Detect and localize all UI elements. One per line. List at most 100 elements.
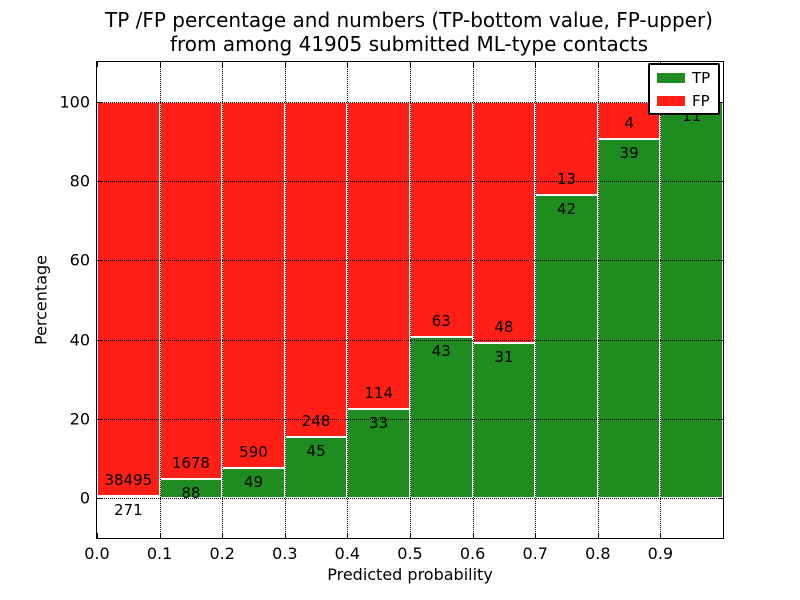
bar-segment-fp (222, 101, 285, 468)
x-tick-mark (410, 62, 411, 67)
y-axis-tick-label: 40 (69, 330, 90, 350)
bar-segment-tp (660, 101, 723, 499)
fp-count-label: 13 (556, 170, 577, 189)
chart-title-line2: from among 41905 submitted ML-type conta… (169, 32, 649, 56)
x-axis-tick-label: 0.1 (146, 544, 173, 563)
x-axis-label: Predicted probability (327, 565, 493, 584)
plot-area: 38495 271 1678 88 590 49 248 45 114 33 63 43 48 31 13 4… (32, 61, 724, 584)
tp-count-label: 49 (243, 472, 264, 491)
bar-segment-fp (97, 101, 160, 496)
y-axis-tick-label: 80 (69, 171, 90, 191)
fp-count-label: 63 (431, 312, 451, 331)
legend-label-fp: FP (692, 92, 710, 110)
y-tick-mark (718, 260, 723, 262)
y-tick-mark (718, 419, 723, 420)
tp-count-label: 33 (369, 414, 389, 433)
tp-count-label: 88 (181, 483, 201, 502)
v-gridline (660, 62, 662, 538)
fp-count-label: 248 (301, 412, 331, 431)
v-gridline (159, 62, 161, 538)
fp-count-label: 1678 (171, 453, 210, 472)
y-tick-mark (97, 339, 102, 341)
x-axis-tick-label: 0.5 (397, 544, 423, 563)
x-tick-mark (597, 533, 599, 538)
bar-segment-tp (597, 138, 661, 499)
y-tick-mark (718, 181, 723, 182)
y-tick-mark (97, 260, 102, 262)
v-gridline (597, 62, 599, 538)
x-tick-mark (222, 533, 224, 538)
legend-entry-fp: FP (657, 93, 711, 109)
x-axis-tick-label: 0.8 (585, 544, 611, 563)
bar-segment-tp (535, 195, 598, 499)
y-axis-label: Percentage (31, 254, 51, 346)
y-axis-tick-label: 0 (79, 488, 90, 508)
y-axis-tick-label: 60 (69, 250, 90, 270)
bar-segment-tp (472, 342, 536, 499)
legend-swatch-tp-icon (657, 73, 685, 83)
v-gridline (222, 62, 224, 538)
x-tick-mark (535, 62, 537, 67)
x-axis-tick-label: 0.3 (272, 544, 298, 563)
fp-count-label: 38495 (104, 470, 153, 489)
bar-segment-tp (97, 495, 160, 499)
tp-count-label: 45 (306, 442, 326, 461)
fp-count-label: 590 (239, 442, 268, 461)
x-tick-mark (472, 62, 474, 67)
tp-count-label: 42 (556, 200, 577, 219)
tp-count-label: 31 (494, 347, 514, 366)
x-tick-mark (284, 62, 286, 67)
v-gridline (347, 62, 349, 538)
y-tick-mark (97, 498, 102, 500)
bar-segment-fp (410, 101, 473, 338)
y-tick-mark (97, 181, 102, 182)
bar-segment-fp (472, 101, 536, 343)
x-axis-tick-label: 0.9 (647, 544, 674, 563)
v-gridline (472, 62, 474, 538)
x-axis-tick-label: 0.4 (334, 544, 361, 563)
tp-count-label: 39 (619, 143, 639, 162)
v-gridline (284, 62, 286, 538)
v-gridline (535, 62, 537, 538)
x-tick-mark (222, 62, 224, 67)
x-tick-mark (97, 533, 98, 538)
x-tick-mark (660, 533, 662, 538)
x-tick-mark (597, 62, 599, 67)
tp-count-label: 43 (431, 342, 451, 361)
chart-title: TP /FP percentage and numbers (TP-bottom… (96, 8, 722, 56)
bar-segment-tp (410, 337, 473, 499)
y-tick-mark (718, 498, 723, 500)
bar-segment-fp (284, 101, 348, 438)
y-axis-tick-label: 20 (69, 409, 90, 429)
x-tick-mark (347, 533, 349, 538)
x-tick-mark (159, 62, 161, 67)
x-tick-mark (410, 533, 411, 538)
y-tick-mark (718, 101, 723, 103)
x-axis-tick-label: 0.6 (459, 544, 486, 563)
chart-title-line1: TP /FP percentage and numbers (TP-bottom… (105, 8, 713, 32)
x-axis-tick-label: 0.2 (209, 544, 235, 563)
v-gridline (410, 62, 411, 538)
tp-count-label: 271 (113, 500, 143, 519)
x-tick-mark (535, 533, 537, 538)
x-tick-mark (347, 62, 349, 67)
x-tick-mark (472, 533, 474, 538)
y-axis-tick-label: 100 (59, 92, 90, 112)
bar-segment-fp (159, 101, 223, 479)
fp-count-label: 114 (364, 384, 394, 403)
x-axis-tick-label: 0.7 (522, 544, 548, 563)
legend-label-tp: TP (692, 69, 711, 87)
x-tick-mark (284, 533, 286, 538)
bar-segment-fp (347, 101, 410, 410)
x-axis-tick-label: 0.0 (84, 544, 110, 563)
legend: TP FP (648, 63, 720, 115)
y-tick-mark (97, 419, 102, 420)
y-tick-mark (97, 101, 102, 103)
y-tick-mark (718, 339, 723, 341)
fp-count-label: 48 (494, 317, 514, 336)
fp-count-label: 4 (624, 113, 634, 132)
legend-swatch-fp-icon (657, 96, 685, 106)
legend-entry-tp: TP (657, 70, 711, 86)
x-tick-mark (159, 533, 161, 538)
